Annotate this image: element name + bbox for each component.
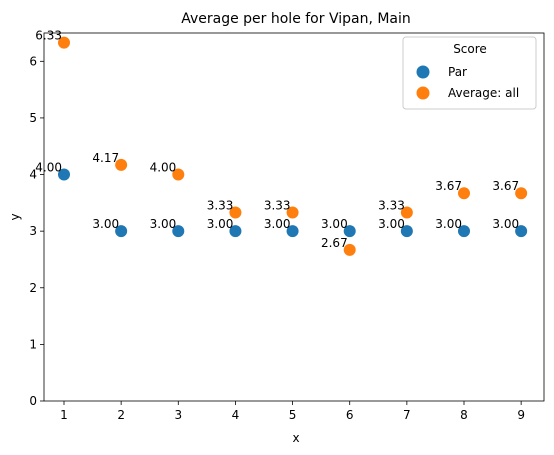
data-label-par: 3.00 <box>435 217 462 231</box>
point-par <box>58 168 70 181</box>
data-points <box>58 36 528 256</box>
legend-label-par: Par <box>448 65 467 79</box>
x-tick-label: 7 <box>403 408 411 422</box>
y-tick-label: 1 <box>29 337 37 351</box>
data-label-average: 4.00 <box>150 161 177 175</box>
y-tick-label: 2 <box>29 281 37 295</box>
y-axis-label: y <box>8 213 22 220</box>
point-par <box>229 225 242 238</box>
legend-marker-par <box>416 65 430 79</box>
point-average <box>58 36 70 49</box>
y-tick-label: 3 <box>29 224 37 238</box>
point-par <box>115 225 128 238</box>
legend: Score Par Average: all <box>402 36 537 110</box>
point-average <box>229 206 242 219</box>
point-average <box>115 158 128 171</box>
point-average <box>172 168 185 181</box>
point-average <box>343 243 356 256</box>
x-tick-label: 5 <box>289 408 297 422</box>
x-axis-label: x <box>292 431 299 445</box>
legend-title: Score <box>453 42 487 56</box>
legend-box <box>402 36 537 110</box>
x-tick-label: 6 <box>346 408 354 422</box>
data-label-average: 4.17 <box>92 151 119 165</box>
data-label-par: 3.00 <box>492 217 519 231</box>
data-label-average: 3.33 <box>378 198 405 212</box>
data-label-average: 2.67 <box>321 236 348 250</box>
y-tick-label: 6 <box>29 54 37 68</box>
data-label-average: 3.67 <box>435 179 462 193</box>
data-label-par: 3.00 <box>150 217 177 231</box>
chart-title: Average per hole for Vipan, Main <box>181 11 411 27</box>
y-tick-label: 4 <box>29 168 37 182</box>
plot-frame <box>43 32 545 402</box>
point-average <box>458 187 470 200</box>
point-average <box>400 206 413 219</box>
x-tick-label: 8 <box>460 408 468 422</box>
data-label-par: 3.00 <box>378 217 405 231</box>
x-tick-label: 2 <box>117 408 125 422</box>
axes: 1 2 3 4 5 6 7 8 9 0 1 2 3 4 5 6 <box>29 32 545 422</box>
x-tick-label: 4 <box>232 408 240 422</box>
y-tick-label: 0 <box>29 394 37 408</box>
point-average <box>286 206 299 219</box>
point-par <box>172 225 185 238</box>
x-tick-label: 9 <box>517 408 525 422</box>
y-tick-label: 5 <box>29 111 37 125</box>
data-label-average: 3.33 <box>264 198 291 212</box>
legend-marker-average <box>416 86 430 100</box>
x-tick-label: 1 <box>60 408 68 422</box>
data-label-average: 3.67 <box>492 179 519 193</box>
point-par <box>286 225 299 238</box>
data-labels: 4.00 3.00 3.00 3.00 3.00 3.00 3.00 3.00 3.00 6.33… <box>35 29 519 250</box>
data-label-average: 3.33 <box>207 198 234 212</box>
data-label-par: 3.00 <box>264 217 291 231</box>
data-label-average: 6.33 <box>35 29 62 43</box>
point-average <box>515 187 528 200</box>
data-label-par: 3.00 <box>207 217 234 231</box>
point-par <box>343 225 356 238</box>
data-label-par: 4.00 <box>35 161 62 175</box>
point-par <box>458 225 470 238</box>
data-label-par: 3.00 <box>321 217 348 231</box>
x-tick-label: 3 <box>174 408 182 422</box>
point-par <box>400 225 413 238</box>
data-label-par: 3.00 <box>92 217 119 231</box>
legend-label-average: Average: all <box>448 86 519 100</box>
point-par <box>515 225 528 238</box>
